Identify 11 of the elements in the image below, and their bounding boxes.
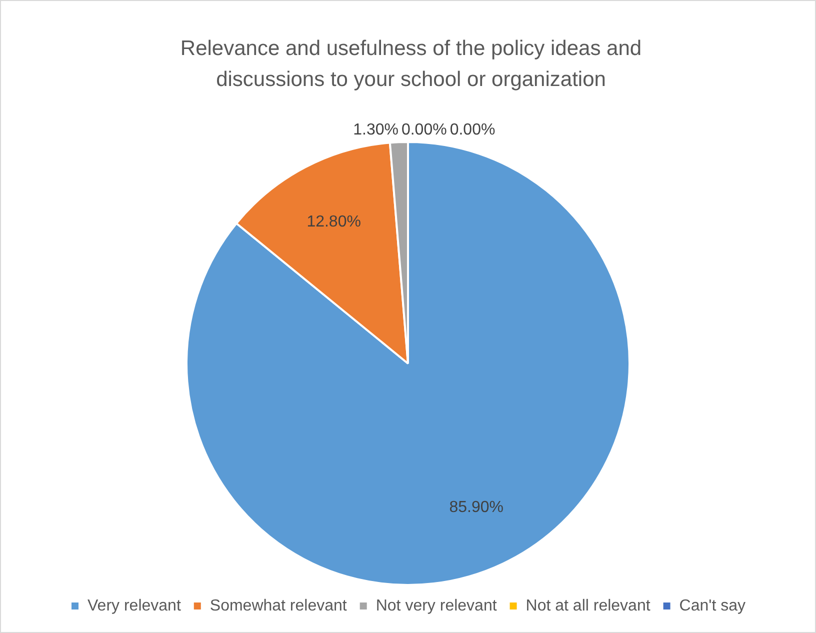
legend-label: Can't say <box>679 597 746 614</box>
legend-label: Somewhat relevant <box>210 597 348 614</box>
legend-label: Not at all relevant <box>526 597 651 614</box>
legend-label: Not very relevant <box>376 597 498 614</box>
data-label: 1.30% <box>353 122 398 139</box>
text: 0.00% <box>450 121 496 138</box>
data-label: 12.80% <box>306 214 361 231</box>
chart-title: Relevance and usefulness of the policy ideas and discussions to your school or organization <box>179 36 643 93</box>
legend-label: Very relevant <box>88 597 182 614</box>
data-label: 85.90% <box>449 498 504 516</box>
text: 0.00% <box>401 121 447 138</box>
